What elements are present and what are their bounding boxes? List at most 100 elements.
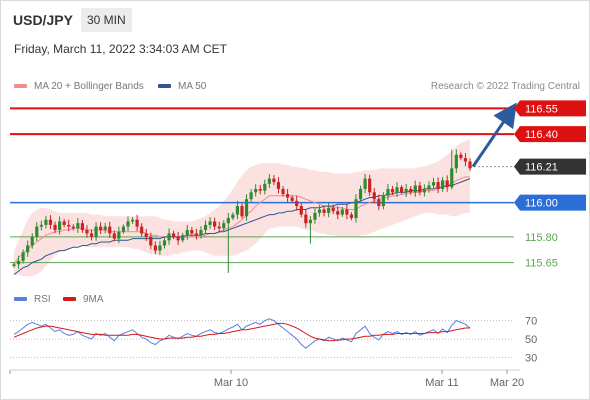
candle xyxy=(199,226,203,239)
candle xyxy=(244,194,249,221)
level-labels-layer: 116.55 116.40 116.21 116.00 115.80 115.65 xyxy=(514,100,586,270)
candle-body xyxy=(172,233,176,237)
candle-body xyxy=(354,199,358,219)
rsi-panel: 70 50 30 xyxy=(10,316,537,364)
rsi-tick-label: 50 xyxy=(525,334,537,346)
candle xyxy=(431,178,436,190)
candle xyxy=(404,183,408,197)
candle xyxy=(299,203,303,218)
candle xyxy=(235,200,240,220)
candle xyxy=(340,207,344,217)
candle xyxy=(222,220,226,232)
candle-body xyxy=(313,212,317,220)
resistance-label-116.55: 116.55 xyxy=(525,103,558,115)
candle-body xyxy=(308,219,312,224)
candle-body xyxy=(208,221,212,225)
candle-body xyxy=(281,188,285,195)
candle xyxy=(409,186,413,195)
candle xyxy=(468,158,472,172)
candle xyxy=(327,203,331,218)
candle-body xyxy=(317,209,322,213)
rsi-swatch xyxy=(14,297,27,302)
forecast-arrow xyxy=(471,102,517,168)
candle-body xyxy=(235,206,240,215)
candle-body xyxy=(30,236,34,246)
candle xyxy=(53,221,57,233)
candles-layer xyxy=(12,149,472,273)
candle xyxy=(62,218,66,228)
candle-body xyxy=(454,154,458,169)
candle-body xyxy=(144,233,148,237)
candle-body xyxy=(441,180,445,189)
candle xyxy=(12,262,16,268)
candle-body xyxy=(436,182,440,189)
candle xyxy=(80,220,84,233)
candle xyxy=(441,177,445,192)
candle-body xyxy=(94,226,98,237)
candle xyxy=(249,188,253,203)
candle-body xyxy=(390,188,395,193)
candle xyxy=(463,153,468,167)
candle-body xyxy=(322,209,326,213)
candle-body xyxy=(58,221,62,231)
candle xyxy=(94,222,98,241)
candle-body xyxy=(217,226,221,229)
candle xyxy=(140,223,144,237)
candle xyxy=(377,194,381,211)
candle-body xyxy=(53,224,57,231)
candle xyxy=(304,209,308,228)
candle xyxy=(418,181,422,196)
candle xyxy=(331,204,335,215)
candle-body xyxy=(121,226,126,232)
candle xyxy=(76,218,80,233)
candle xyxy=(231,212,235,221)
candle-body xyxy=(222,223,226,229)
candle xyxy=(336,206,340,220)
x-tick-label: Mar 20 xyxy=(490,377,524,389)
candle-body xyxy=(395,187,399,193)
legend-9ma-label: 9MA xyxy=(83,294,104,305)
candle xyxy=(459,152,463,161)
candle xyxy=(436,177,440,194)
candle-body xyxy=(413,185,417,193)
candle xyxy=(190,226,194,237)
candle-body xyxy=(272,178,276,183)
candle-body xyxy=(363,178,367,189)
candle xyxy=(313,208,317,224)
candle-body xyxy=(135,219,139,227)
ma20-line xyxy=(13,176,470,265)
candle-body xyxy=(377,199,381,207)
candle xyxy=(208,217,212,229)
candle xyxy=(390,186,395,195)
candle xyxy=(263,179,267,195)
candle-body xyxy=(244,199,249,217)
candle xyxy=(372,188,376,204)
candle-body xyxy=(67,224,71,227)
candle xyxy=(112,230,116,242)
candle xyxy=(162,236,167,249)
candle-body xyxy=(185,230,189,236)
candle xyxy=(345,204,349,220)
candle-body xyxy=(203,224,208,231)
candle xyxy=(413,180,417,197)
candle xyxy=(295,195,299,211)
candle-body xyxy=(267,178,271,184)
candle xyxy=(135,214,139,232)
candle-body xyxy=(167,233,171,241)
candle-body xyxy=(62,221,66,225)
candle-body xyxy=(140,226,144,234)
rsi-tick-label: 30 xyxy=(525,352,537,364)
candle xyxy=(181,232,185,243)
candle-body xyxy=(99,226,103,231)
candle-body xyxy=(162,240,167,246)
last-price-tag xyxy=(514,158,586,175)
candle-body xyxy=(48,219,53,225)
candle-body xyxy=(85,230,89,234)
x-tick-label: Mar 10 xyxy=(214,377,248,389)
timeframe-badge[interactable]: 30 MIN xyxy=(81,8,132,32)
candle xyxy=(194,228,198,240)
candle-body xyxy=(190,230,194,234)
candle-body xyxy=(299,206,303,215)
candle-body xyxy=(418,185,422,193)
